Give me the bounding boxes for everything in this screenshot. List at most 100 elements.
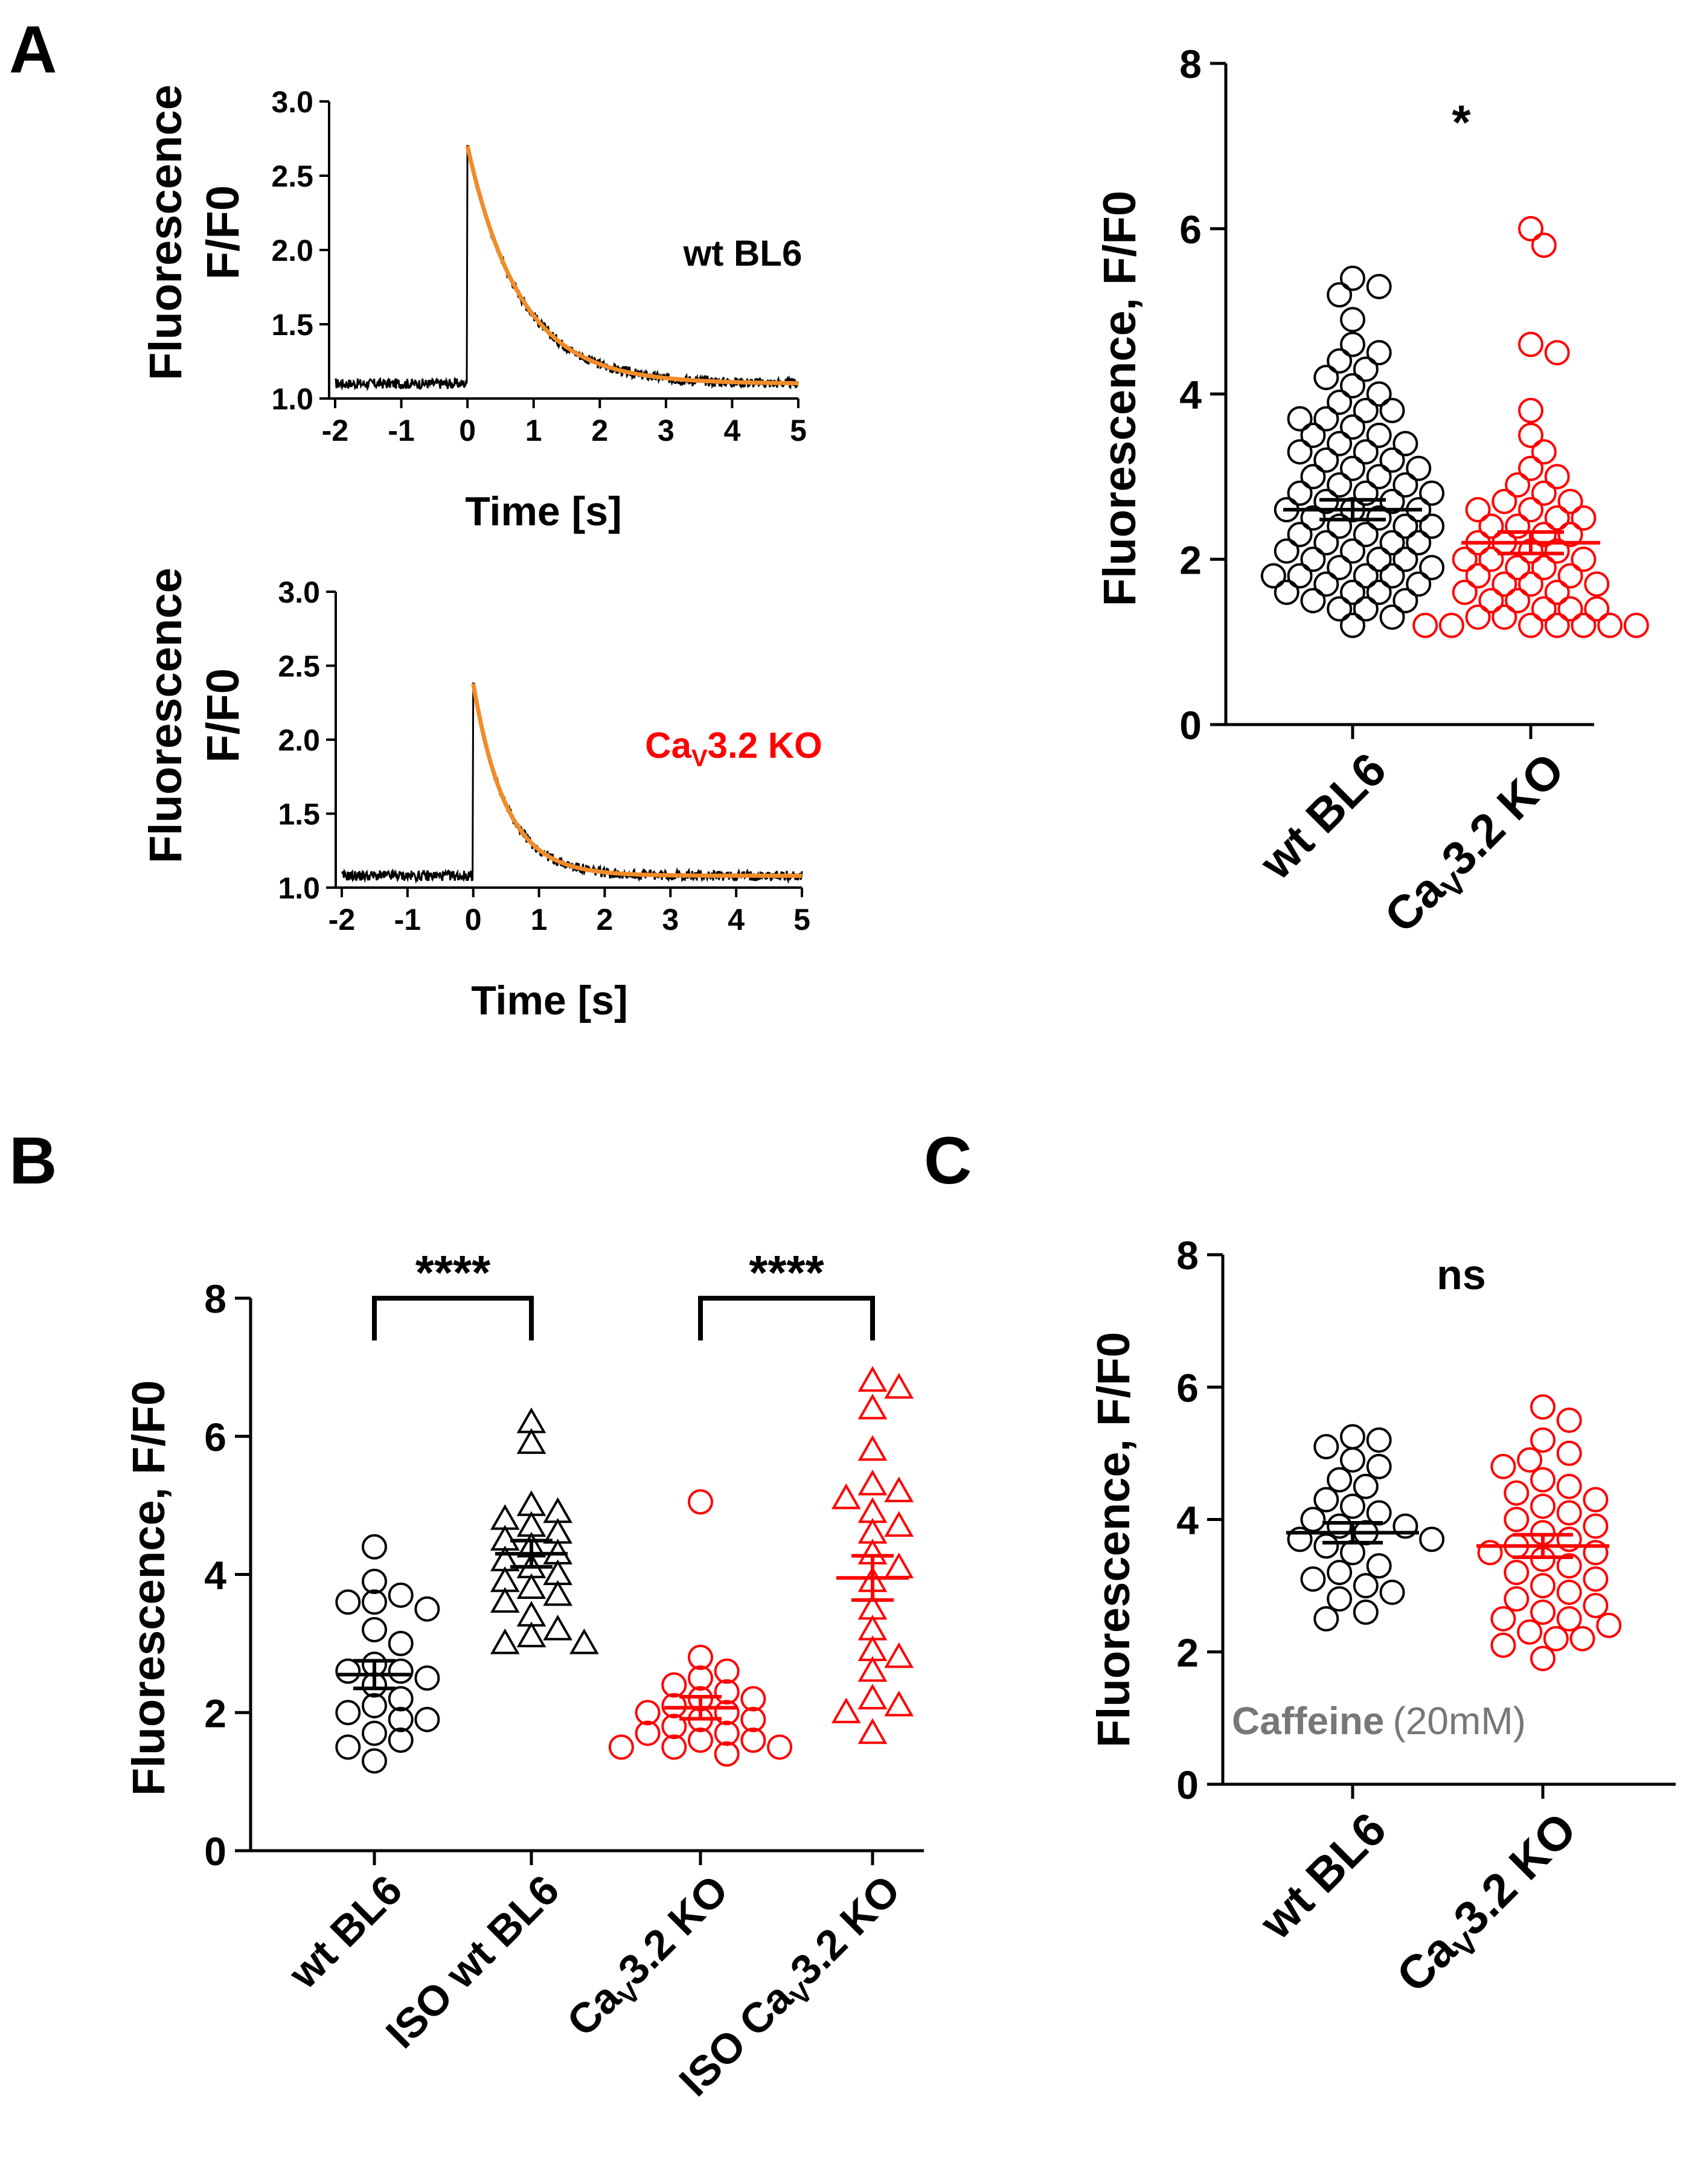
trace-xlabel: Time [s]: [471, 978, 627, 1023]
significance-label: ns: [1437, 1251, 1486, 1298]
data-point-circle: [1557, 488, 1583, 514]
data-point-circle: [1300, 588, 1326, 613]
data-point-circle: [1366, 1453, 1392, 1479]
data-point-circle: [1379, 447, 1405, 473]
data-point-circle: [1544, 580, 1570, 605]
data-point-circle: [1530, 1394, 1556, 1420]
data-point-circle: [1353, 563, 1379, 589]
data-point-circle: [1313, 365, 1339, 391]
data-point-circle: [1353, 522, 1379, 548]
data-point-circle: [1340, 414, 1365, 440]
data-point-circle: [635, 1700, 661, 1726]
data-point-triangle: [857, 1718, 888, 1744]
data-point-circle: [1531, 480, 1557, 506]
data-point-circle: [1327, 513, 1353, 539]
data-point-circle: [1531, 596, 1557, 622]
data-point-circle: [1531, 232, 1557, 258]
y-tick-label: 1.5: [278, 798, 320, 831]
data-point-circle: [1353, 596, 1379, 622]
x-tick-label: 4: [724, 414, 741, 447]
data-point-circle: [740, 1686, 766, 1712]
x-tick-label: wt BL6: [1249, 743, 1396, 890]
data-point-circle: [1465, 497, 1491, 523]
data-point-circle: [1452, 580, 1478, 605]
x-tick-label: -2: [328, 903, 355, 937]
data-point-circle: [1392, 588, 1418, 613]
y-tick-label: 2.5: [271, 159, 313, 193]
data-point-circle: [1490, 1606, 1516, 1632]
caffeine-annotation: Caffeine (20mM): [1232, 1699, 1526, 1743]
y-tick-label: 4: [204, 1553, 226, 1598]
data-point-circle: [1504, 1586, 1530, 1612]
data-point-circle: [714, 1741, 740, 1767]
data-point-circle: [1556, 1407, 1582, 1433]
data-point-circle: [1366, 1427, 1392, 1453]
data-point-circle: [1504, 1480, 1530, 1506]
significance-bracket: [372, 1296, 534, 1340]
y-tick-label: 8: [204, 1276, 226, 1321]
y-axis-label: Fluorescence, F/F0: [123, 1380, 175, 1796]
data-point-triangle: [857, 1683, 888, 1710]
data-point-circle: [1313, 1433, 1339, 1459]
data-point-circle: [1490, 1453, 1516, 1479]
data-point-circle: [1313, 406, 1339, 432]
data-point-circle: [1490, 1632, 1516, 1658]
data-point-circle: [1571, 612, 1597, 638]
panel-letter-a: A: [9, 13, 57, 87]
y-tick-label: 6: [1179, 207, 1202, 252]
y-tick-label: 0: [204, 1829, 226, 1874]
exponential-fit: [471, 683, 802, 878]
data-point-circle: [1556, 1473, 1582, 1499]
data-point-circle: [1340, 612, 1365, 638]
data-point-circle: [1366, 340, 1392, 366]
trace-chart-wt: Fluorescence F/F0 Time [s] wt BL6 1.0 1.5…: [140, 85, 807, 534]
data-point-circle: [1557, 522, 1583, 548]
data-point-triangle: [543, 1615, 573, 1641]
data-point-circle: [1327, 554, 1353, 580]
data-point-circle: [1392, 472, 1418, 498]
y-tick-label: 1.0: [278, 871, 320, 905]
data-point-circle: [688, 1665, 713, 1691]
data-point-circle: [1379, 530, 1405, 556]
data-point-triangle: [884, 1372, 914, 1399]
data-point-circle: [1392, 1513, 1418, 1539]
y-tick-label: 1.5: [271, 308, 313, 342]
data-point-circle: [635, 1720, 661, 1746]
data-point-triangle: [884, 1690, 914, 1717]
data-point-circle: [1287, 480, 1313, 506]
data-point-circle: [1406, 455, 1432, 481]
label-prefix: Ca: [645, 725, 691, 766]
data-point-circle: [1379, 1580, 1405, 1606]
data-point-circle: [1274, 580, 1299, 605]
data-point-circle: [1287, 522, 1313, 548]
x-tick-label: -1: [394, 903, 421, 937]
trace-ylabel-line2: F/F0: [197, 185, 249, 280]
data-point-circle: [1366, 422, 1392, 448]
data-point-circle: [1392, 513, 1418, 539]
data-point-circle: [767, 1734, 793, 1760]
data-point-circle: [414, 1665, 440, 1691]
data-point-circle: [1518, 216, 1543, 242]
data-point-triangle: [884, 1642, 914, 1668]
data-point-circle: [1313, 571, 1339, 597]
x-tick-label: 0: [465, 903, 482, 937]
data-point-circle: [1340, 1540, 1365, 1566]
data-point-circle: [1340, 331, 1365, 357]
data-point-circle: [1492, 604, 1517, 630]
data-point-circle: [1313, 1487, 1339, 1513]
significance-label: ****: [415, 1246, 491, 1299]
data-point-circle: [1353, 439, 1379, 465]
data-point-circle: [362, 1534, 387, 1560]
label-subscript: V: [691, 745, 708, 772]
data-point-circle: [661, 1734, 687, 1760]
data-point-circle: [388, 1658, 414, 1684]
data-point-circle: [1260, 563, 1286, 589]
data-point-circle: [1366, 1553, 1392, 1579]
data-point-circle: [1412, 612, 1438, 638]
data-point-triangle: [831, 1483, 861, 1510]
data-point-circle: [362, 1617, 387, 1642]
data-point-circle: [1492, 571, 1517, 597]
data-point-circle: [1406, 530, 1432, 556]
data-point-triangle: [857, 1394, 888, 1420]
